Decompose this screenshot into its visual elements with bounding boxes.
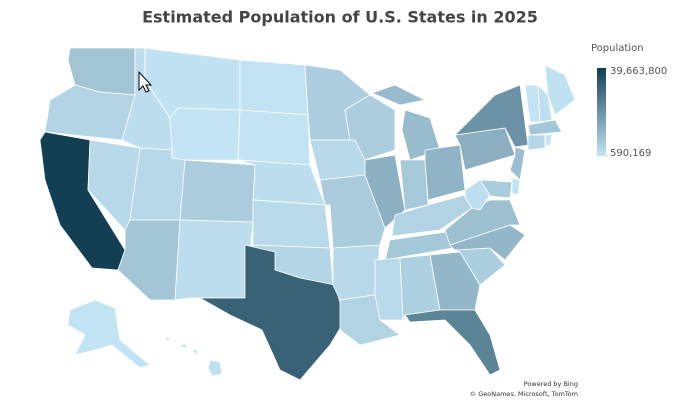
state-region bbox=[174, 219, 254, 301]
legend-label: 39,663,800 bbox=[610, 66, 667, 77]
state-region bbox=[129, 147, 186, 221]
state-region bbox=[527, 119, 563, 136]
state-region bbox=[252, 199, 331, 249]
state-region bbox=[117, 219, 181, 301]
state-region bbox=[454, 84, 529, 148]
state-region bbox=[237, 109, 311, 166]
state-region bbox=[424, 144, 466, 201]
state-region bbox=[67, 299, 151, 369]
state-region bbox=[309, 139, 366, 181]
state-region bbox=[344, 94, 396, 161]
state-layer bbox=[39, 47, 576, 381]
state-region bbox=[199, 244, 346, 381]
mouse-cursor bbox=[138, 70, 153, 93]
state-region bbox=[527, 134, 546, 151]
credit-text: © GeoNames, Microsoft, TomTom bbox=[470, 390, 578, 398]
state-region bbox=[544, 64, 576, 116]
state-region bbox=[399, 159, 429, 211]
legend-label: 590,169 bbox=[610, 148, 651, 159]
state-region bbox=[374, 257, 404, 321]
credit-text: Powered by Bing bbox=[524, 380, 578, 388]
state-region bbox=[479, 179, 513, 199]
legend: 590,169 39,663,800 bbox=[606, 66, 667, 159]
state-region bbox=[332, 244, 381, 301]
legend-title: Population bbox=[591, 43, 644, 54]
state-region bbox=[164, 337, 223, 377]
legend-gradient bbox=[597, 68, 606, 156]
state-region bbox=[454, 127, 516, 171]
state-region bbox=[511, 177, 521, 196]
state-region bbox=[169, 107, 241, 161]
state-region bbox=[179, 159, 256, 223]
state-region bbox=[524, 84, 541, 123]
state-region bbox=[544, 134, 553, 147]
state-region bbox=[404, 309, 501, 376]
chart-title: Estimated Population of U.S. States in 2… bbox=[142, 8, 538, 27]
state-region bbox=[509, 146, 526, 181]
state-region bbox=[429, 251, 481, 311]
state-region bbox=[239, 59, 309, 116]
